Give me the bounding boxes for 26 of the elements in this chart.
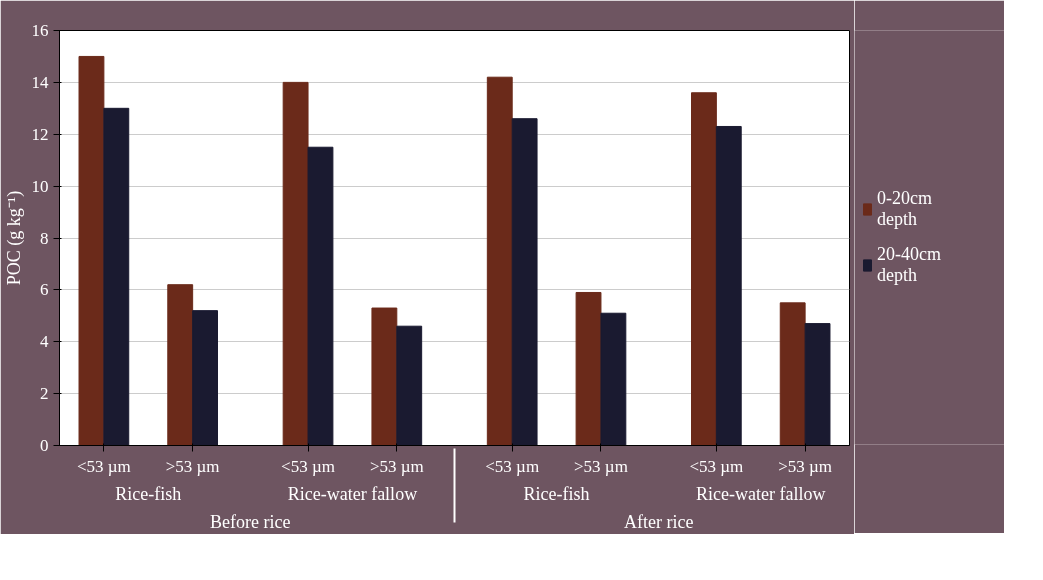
y-tick-label: 12 [31,124,49,144]
text: After rice [623,511,694,532]
x-tick-label: <53 µm [689,456,744,476]
x-tick-label: >53 µm [778,456,833,476]
legend-label: 20-40cm depth [877,244,941,286]
text: Rice-water fallow [287,483,418,504]
x-tick-label: >53 µm [574,456,628,476]
y-axis-title: POC (g kg⁻¹) [3,190,25,286]
y-tick-label: 8 [40,228,49,248]
y-tick-label: 10 [31,176,49,196]
x-tick-label: >53 µm [165,456,220,476]
legend-label: 0-20cm depth [877,188,932,230]
y-tick-label: 2 [40,384,49,404]
y-tick-label: 4 [40,332,49,352]
y-tick-label: 14 [31,72,49,92]
x-tick-label: <53 µm [485,456,540,476]
x-tick-label: >53 µm [369,456,424,476]
y-tick-label: 6 [40,280,49,300]
x-tick-label: <53 µm [281,456,335,476]
y-tick-label: 16 [31,21,49,40]
text: Rice-fish [115,483,182,504]
text: Rice-fish [523,483,590,504]
x-tick-label: <53 µm [76,456,131,476]
text: Rice-water fallow [696,483,826,504]
text: Before rice [210,511,291,532]
y-tick-label: 0 [40,436,49,455]
